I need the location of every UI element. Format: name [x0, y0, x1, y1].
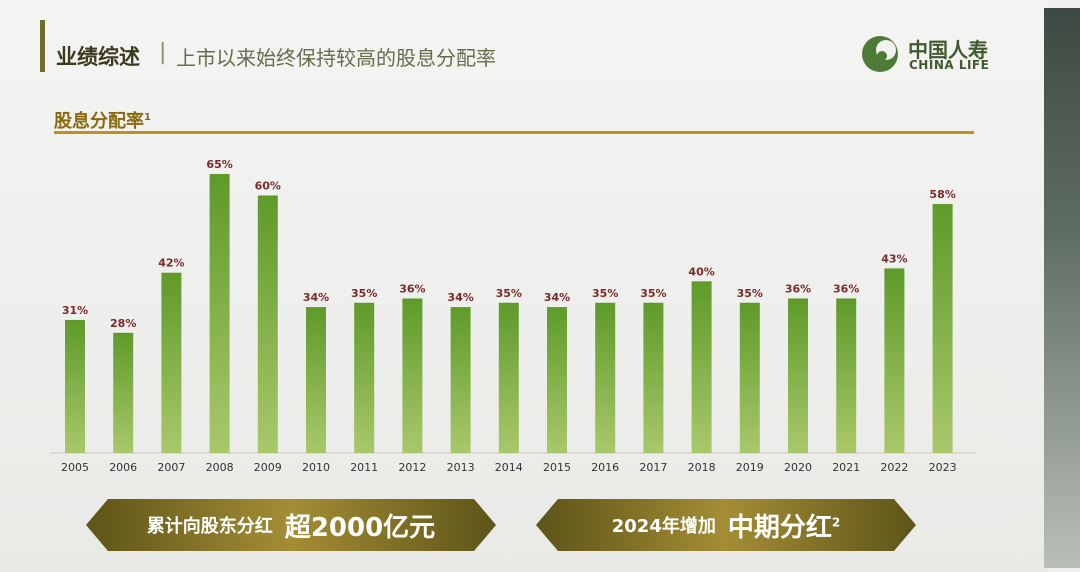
value-label-2008: 65% [206, 158, 232, 171]
bar-2014 [498, 302, 519, 453]
tick-label-2020: 2020 [784, 461, 812, 474]
section-title: 股息分配率1 [54, 111, 151, 132]
page-subtitle: 上市以来始终保持较高的股息分配率 [176, 46, 496, 70]
value-label-2005: 31% [62, 304, 88, 317]
tick-label-2013: 2013 [447, 461, 475, 474]
value-label-2016: 35% [592, 287, 618, 300]
tick-label-2017: 2017 [639, 461, 667, 474]
value-label-2014: 35% [496, 287, 522, 300]
banner-left-small: 累计向股东分红 [146, 516, 273, 537]
logo-text-chinese: 中国人寿 [908, 38, 988, 62]
tick-label-2015: 2015 [543, 461, 571, 474]
section-footnote: 1 [144, 112, 151, 123]
value-label-2015: 34% [544, 291, 570, 304]
value-label-2011: 35% [351, 287, 377, 300]
title-separator: | [159, 40, 167, 65]
value-label-2022: 43% [881, 252, 907, 265]
bar-2008 [209, 174, 230, 453]
banner-left-big: 超2000亿元 [284, 512, 436, 543]
bar-2018 [691, 281, 712, 453]
bar-2006 [113, 332, 134, 453]
tick-label-2019: 2019 [736, 461, 764, 474]
logo-text-english: CHINA LIFE [909, 58, 990, 72]
banner-right-big: 中期分红2 [727, 512, 841, 543]
bar-2005 [65, 319, 85, 453]
tick-label-2016: 2016 [591, 461, 619, 474]
value-label-2007: 42% [158, 257, 184, 270]
title-accent-bar [40, 20, 45, 72]
tick-label-2010: 2010 [302, 461, 330, 474]
value-label-2010: 34% [303, 291, 329, 304]
value-label-2021: 36% [833, 282, 859, 295]
section-divider [54, 131, 974, 134]
tick-label-2023: 2023 [929, 461, 957, 474]
bar-2009 [257, 195, 278, 453]
value-label-2018: 40% [688, 265, 714, 278]
tick-label-2008: 2008 [206, 461, 234, 474]
bar-2013 [450, 307, 471, 453]
tick-label-2005: 2005 [61, 461, 89, 474]
banner-right-small: 2024年增加 [611, 516, 716, 537]
tick-label-2007: 2007 [157, 461, 185, 474]
tick-label-2014: 2014 [495, 461, 523, 474]
value-label-2019: 35% [737, 287, 763, 300]
value-label-2023: 58% [929, 188, 955, 201]
tick-label-2018: 2018 [688, 461, 716, 474]
banner-footnote: 2 [831, 514, 841, 529]
bar-2020 [788, 298, 808, 453]
tick-label-2011: 2011 [350, 461, 378, 474]
dividend-total-banner: 累计向股东分红 超2000亿元 [86, 499, 496, 551]
bar-2012 [402, 298, 423, 453]
value-label-2020: 36% [785, 282, 811, 295]
bar-2019 [739, 302, 760, 453]
tick-label-2012: 2012 [398, 461, 426, 474]
bar-2022 [884, 268, 905, 453]
page-title: 业绩综述 [56, 45, 140, 69]
value-label-2012: 36% [399, 282, 425, 295]
value-label-2013: 34% [447, 291, 473, 304]
tick-label-2021: 2021 [832, 461, 860, 474]
bar-2021 [836, 298, 857, 453]
interim-dividend-banner: 2024年增加 中期分红2 [536, 499, 916, 551]
bar-2011 [354, 302, 375, 453]
bar-2016 [595, 302, 616, 453]
bar-2015 [547, 307, 567, 453]
slide: 业绩综述 | 上市以来始终保持较高的股息分配率 中国人寿 CHINA LIFE … [0, 0, 1048, 572]
bar-2007 [161, 272, 182, 453]
bar-2023 [932, 204, 953, 453]
right-edge-shadow [1044, 8, 1080, 568]
tick-label-2022: 2022 [880, 461, 908, 474]
china-life-logo-icon [862, 36, 898, 72]
value-label-2009: 60% [255, 179, 281, 192]
tick-label-2009: 2009 [254, 461, 282, 474]
dividend-payout-chart: 31% 2005 28% 2006 42% 2007 65% 2008 60% 2009 34% 20… [50, 158, 975, 474]
bar-2010 [306, 307, 326, 453]
value-label-2006: 28% [110, 317, 136, 330]
value-label-2017: 35% [640, 287, 666, 300]
tick-label-2006: 2006 [109, 461, 137, 474]
bar-2017 [643, 302, 664, 453]
